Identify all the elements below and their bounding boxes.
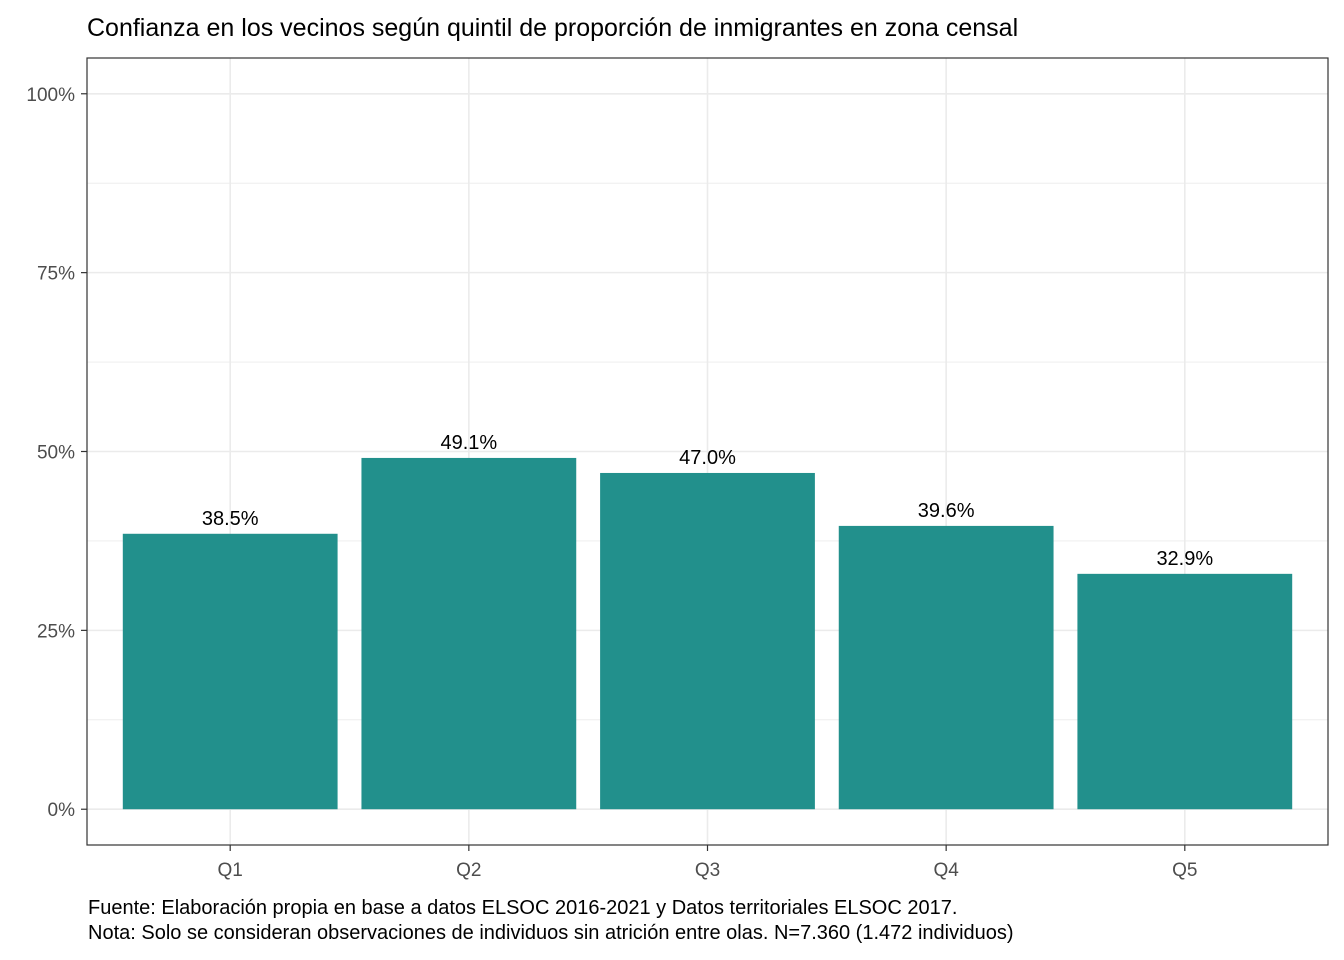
data-label-q5: 32.9% (1156, 548, 1213, 570)
bar-q5 (1077, 573, 1293, 810)
y-axis: 0% 25% 50% 75% 100% (26, 85, 87, 821)
x-axis: Q1 Q2 Q3 Q4 Q5 (218, 845, 1197, 881)
y-tick-label: 0% (48, 800, 76, 821)
data-label-q4: 39.6% (918, 500, 975, 522)
x-tick-label-q5: Q5 (1172, 860, 1197, 881)
x-tick-label-q3: Q3 (695, 860, 720, 881)
y-tick-label: 75% (37, 264, 75, 285)
x-tick-label-q2: Q2 (456, 860, 481, 881)
y-tick-label: 25% (37, 621, 75, 642)
chart-title: Confianza en los vecinos según quintil d… (87, 14, 1018, 42)
caption-note: Nota: Solo se consideran observaciones d… (88, 922, 1014, 944)
x-tick-label-q1: Q1 (218, 860, 243, 881)
bars (122, 457, 1293, 810)
bar-q2 (361, 457, 577, 810)
bar-q3 (600, 472, 815, 810)
data-label-q3: 47.0% (679, 447, 736, 469)
data-label-q2: 49.1% (440, 432, 497, 454)
x-tick-label-q4: Q4 (933, 860, 959, 881)
bar-q1 (122, 533, 338, 810)
y-tick-label: 50% (37, 443, 75, 464)
bar-q4 (838, 525, 1054, 810)
caption-source: Fuente: Elaboración propia en base a dat… (88, 897, 958, 919)
chart-caption: Fuente: Elaboración propia en base a dat… (88, 896, 1014, 946)
data-labels: 38.5% 49.1% 47.0% 39.6% 32.9% (202, 432, 1214, 570)
data-label-q1: 38.5% (202, 508, 259, 530)
y-tick-label: 100% (26, 85, 75, 106)
